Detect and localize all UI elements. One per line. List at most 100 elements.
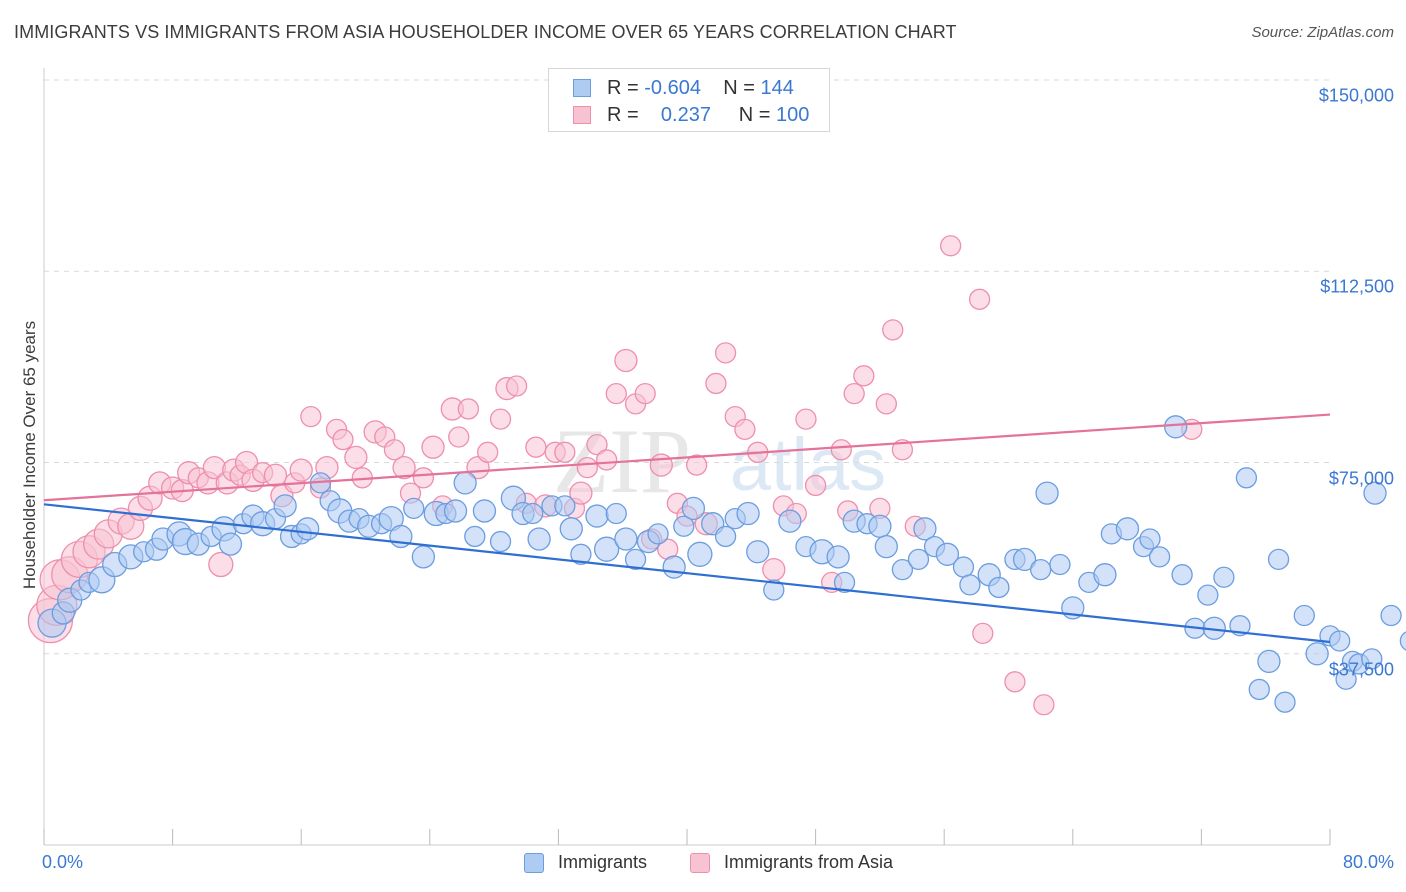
immigrants-trend-line	[43, 503, 1331, 644]
asia-point	[344, 445, 368, 470]
asia-point	[804, 474, 827, 497]
immigrants-point	[1213, 566, 1235, 588]
immigrants-point	[1049, 553, 1071, 576]
asia-point	[968, 288, 991, 310]
immigrants-point	[472, 499, 497, 523]
axes	[43, 68, 1331, 846]
immigrants-point	[959, 574, 981, 596]
asia-point	[525, 436, 547, 458]
immigrants-point	[1171, 564, 1193, 586]
immigrants-point	[464, 525, 486, 548]
immigrants-point	[527, 527, 551, 551]
legend-swatch-blue	[524, 853, 544, 873]
immigrants-point	[218, 532, 243, 556]
immigrants-point	[1235, 467, 1258, 489]
immigrants-point	[1148, 546, 1171, 568]
immigrants-point	[443, 499, 468, 523]
immigrants-point	[662, 555, 686, 579]
immigrants-point	[585, 504, 609, 528]
immigrants-point	[411, 545, 436, 569]
asia-point	[714, 342, 737, 364]
immigrants-point	[826, 545, 850, 569]
legend-n-value: 100	[776, 104, 810, 126]
trend-lines	[43, 413, 1331, 644]
immigrants-point	[1030, 558, 1052, 581]
immigrants-point	[874, 535, 898, 559]
immigrants-point	[1035, 481, 1059, 505]
immigrants-point	[1139, 528, 1161, 550]
asia-point	[412, 467, 435, 489]
immigrants-point	[1267, 548, 1290, 571]
x-tick-min: 0.0%	[42, 852, 84, 872]
asia-point	[208, 551, 234, 578]
immigrants-point	[605, 502, 627, 525]
immigrants-point	[624, 548, 647, 571]
immigrants-point	[687, 541, 713, 567]
immigrants-point	[403, 497, 425, 520]
grid-lines	[44, 79, 1330, 655]
legend-n-label: N =	[738, 104, 771, 126]
immigrants-point	[614, 527, 638, 551]
asia-point	[734, 418, 756, 441]
immigrants-point	[907, 548, 930, 571]
asia-point	[1004, 671, 1026, 693]
asia-point	[649, 453, 673, 477]
legend-r-value: 0.237	[660, 104, 711, 126]
asia-point	[972, 622, 994, 644]
asia-point	[634, 382, 656, 405]
legend-swatch-pink	[690, 853, 710, 873]
immigrants-point	[1093, 563, 1117, 587]
immigrants-point	[295, 517, 320, 541]
immigrants-point	[647, 523, 669, 545]
legend-r-label: R =	[607, 104, 639, 126]
immigrants-point	[1274, 691, 1296, 713]
immigrants-point	[736, 501, 760, 526]
asia-point	[448, 426, 470, 448]
asia-point	[383, 439, 406, 461]
immigrants-point	[681, 496, 706, 521]
immigrants-point	[1328, 630, 1351, 652]
asia-point	[569, 481, 593, 505]
immigrants-point	[1363, 481, 1387, 505]
source-label: Source: ZipAtlas.com	[1251, 24, 1394, 41]
immigrants-point	[559, 517, 583, 541]
correlation-legend: R = -0.604 N = 144 R = 0.237 N = 100	[548, 68, 830, 132]
asia-point	[830, 439, 852, 461]
asia-point	[489, 408, 512, 430]
asia-point	[1033, 694, 1055, 716]
asia-point	[576, 456, 598, 479]
legend-swatch-pink	[573, 106, 591, 124]
asia-trend-line	[43, 413, 1331, 502]
immigrants-point	[868, 514, 892, 538]
asia-point	[685, 454, 708, 476]
immigrants-point	[746, 540, 770, 564]
asia-point	[586, 433, 608, 456]
asia-point	[332, 428, 354, 451]
legend-r-label: R =	[607, 77, 639, 99]
legend-label: Immigrants from Asia	[724, 852, 894, 872]
asia-point	[762, 557, 786, 582]
legend-r-value: -0.604	[644, 77, 701, 99]
immigrants-point	[913, 517, 937, 541]
asia-point	[554, 441, 576, 463]
asia-point	[843, 382, 865, 405]
immigrants-point	[714, 525, 737, 548]
chart-title: IMMIGRANTS VS IMMIGRANTS FROM ASIA HOUSE…	[14, 22, 957, 42]
immigrants-point	[1305, 642, 1329, 666]
asia-point	[289, 458, 313, 482]
immigrants-point	[1115, 517, 1140, 541]
legend-label: Immigrants	[558, 852, 648, 872]
immigrants-point	[1164, 415, 1188, 439]
immigrants-point	[1012, 547, 1037, 572]
immigrants-point	[763, 579, 785, 601]
immigrants-point	[1257, 649, 1281, 674]
immigrants-point	[1197, 584, 1219, 606]
y-tick-label: $75,000	[1328, 468, 1394, 488]
immigrants-point	[1293, 604, 1315, 627]
asia-point	[300, 405, 322, 428]
asia-point	[939, 235, 962, 257]
immigrants-point	[833, 571, 856, 593]
asia-point	[505, 375, 528, 397]
asia-point	[853, 365, 875, 387]
asia-point	[875, 393, 897, 415]
